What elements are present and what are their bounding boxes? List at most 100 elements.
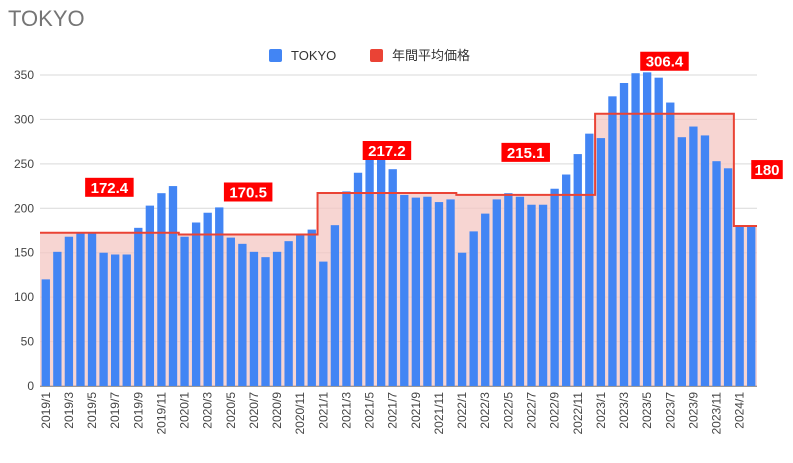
bar [515, 196, 525, 386]
x-tick-label: 2023/3 [617, 392, 631, 429]
bar [203, 212, 212, 386]
bar [284, 241, 293, 386]
x-tick-label: 2022/11 [571, 392, 585, 435]
bars [41, 72, 756, 387]
x-tick-label: 2023/11 [710, 392, 724, 435]
bar [631, 73, 640, 387]
average-label: 172.4 [91, 180, 129, 197]
bar [747, 226, 756, 386]
bar [261, 257, 270, 386]
x-tick-label: 2020/5 [224, 392, 238, 429]
average-step-line [40, 112, 757, 236]
x-tick-label: 2023/1 [594, 392, 608, 429]
bar [457, 252, 467, 386]
legend-label-average: 年間平均価格 [392, 48, 470, 63]
bar [654, 77, 663, 386]
x-tick-label: 2019/11 [154, 392, 168, 435]
x-tick-label: 2021/3 [339, 392, 353, 429]
bar [735, 226, 744, 386]
y-tick-label: 300 [14, 112, 34, 126]
bar [411, 197, 421, 386]
bar [180, 236, 189, 386]
average-label: 215.1 [507, 145, 545, 162]
x-tick-label: 2023/7 [663, 392, 677, 429]
x-tick-label: 2021/1 [316, 392, 330, 429]
bar [492, 199, 501, 386]
x-tick-label: 2019/1 [39, 392, 53, 429]
bar [145, 205, 155, 386]
x-tick-label: 2020/9 [270, 392, 284, 429]
bar [249, 251, 259, 386]
average-fill-segment [40, 232, 179, 386]
bar [342, 191, 351, 386]
bar [122, 254, 131, 386]
x-tick-label: 2019/5 [85, 392, 99, 429]
bar [538, 204, 548, 386]
bar [400, 194, 409, 386]
x-tick-label: 2022/5 [501, 392, 515, 429]
x-tick-label: 2019/7 [108, 392, 122, 429]
average-label-box [85, 177, 134, 197]
bar [53, 251, 62, 386]
bar [446, 199, 455, 386]
average-label-box [501, 142, 550, 162]
bar [168, 186, 178, 386]
bar [319, 261, 328, 386]
bar [469, 231, 478, 386]
bar [562, 174, 571, 386]
x-tick-label: 2023/5 [640, 392, 654, 429]
bar [99, 252, 108, 386]
x-tick-label: 2020/1 [178, 392, 192, 429]
bar [527, 204, 536, 386]
legend-label-tokyo: TOKYO [291, 48, 336, 63]
average-label-box [751, 160, 783, 180]
bar [434, 202, 444, 386]
average-fill [40, 113, 757, 387]
average-label: 180 [754, 162, 779, 179]
chart-title: TOKYO [8, 6, 85, 31]
bar [666, 102, 675, 386]
average-fill-segment [595, 113, 734, 387]
x-tick-label: 2022/3 [478, 392, 492, 429]
x-tick-label: 2023/9 [686, 392, 700, 429]
average-label-box [223, 182, 273, 202]
x-tick-label: 2022/7 [524, 392, 538, 429]
x-tick-label: 2020/7 [247, 392, 261, 429]
bar [296, 234, 305, 386]
legend: TOKYO 年間平均価格 [269, 48, 470, 63]
bar [608, 96, 617, 386]
average-label: 306.4 [646, 54, 684, 71]
average-labels: 172.4 170.5 217.2 215.1 306.4 180 [85, 51, 783, 202]
bar [550, 188, 559, 386]
bar [353, 172, 363, 386]
bar [585, 133, 594, 386]
bar [215, 207, 224, 386]
y-tick-label: 350 [14, 68, 34, 82]
legend-swatch-tokyo [269, 49, 282, 62]
bar [596, 138, 606, 386]
bar [191, 222, 201, 386]
average-fill-segment [456, 194, 596, 386]
x-tick-label: 2021/11 [432, 392, 446, 435]
bar [619, 82, 629, 387]
average-label: 170.5 [229, 184, 267, 201]
bar [226, 237, 235, 386]
bar [689, 126, 698, 386]
x-tick-label: 2019/9 [131, 392, 145, 429]
bar [272, 251, 282, 386]
bar [330, 225, 340, 386]
bar [642, 72, 652, 386]
bar [700, 135, 710, 386]
x-tick-label: 2019/3 [62, 392, 76, 429]
bar [481, 213, 490, 386]
x-tick-label: 2021/5 [363, 392, 377, 429]
average-label: 217.2 [368, 143, 406, 160]
y-tick-label: 250 [14, 157, 34, 171]
average-label-box [362, 141, 412, 161]
bar [134, 227, 143, 386]
axes: 0 50 100 150 200 250 300 350 2019/1 2019/3 2019/5 2… [14, 68, 747, 435]
average-line [40, 112, 757, 236]
bar [712, 161, 721, 386]
bar [76, 233, 85, 386]
